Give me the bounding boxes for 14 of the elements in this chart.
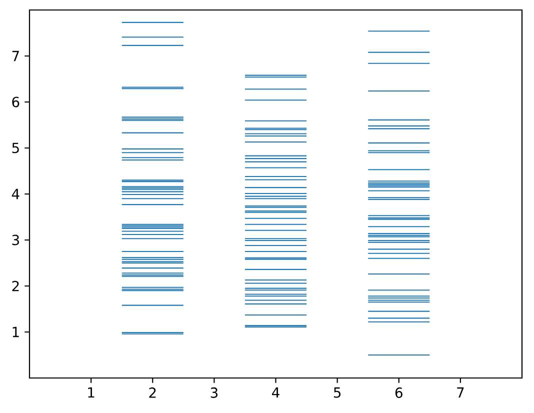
x-tick-label: 1	[88, 387, 94, 398]
x-tick-label: 2	[149, 387, 156, 398]
y-tick-label: 4	[12, 188, 20, 200]
y-tick-label: 6	[12, 96, 20, 108]
x-tick-label: 7	[457, 387, 464, 398]
x-tick-label: 4	[272, 387, 280, 398]
y-tick-label: 1	[12, 326, 19, 338]
y-tick-label: 7	[12, 50, 19, 62]
x-tick-label: 6	[395, 387, 402, 398]
y-tick-label: 2	[12, 280, 19, 292]
y-tick-label: 5	[12, 142, 19, 154]
y-tick-label: 3	[12, 234, 19, 246]
x-tick-label: 3	[210, 387, 218, 398]
x-tick-label: 5	[334, 387, 341, 398]
